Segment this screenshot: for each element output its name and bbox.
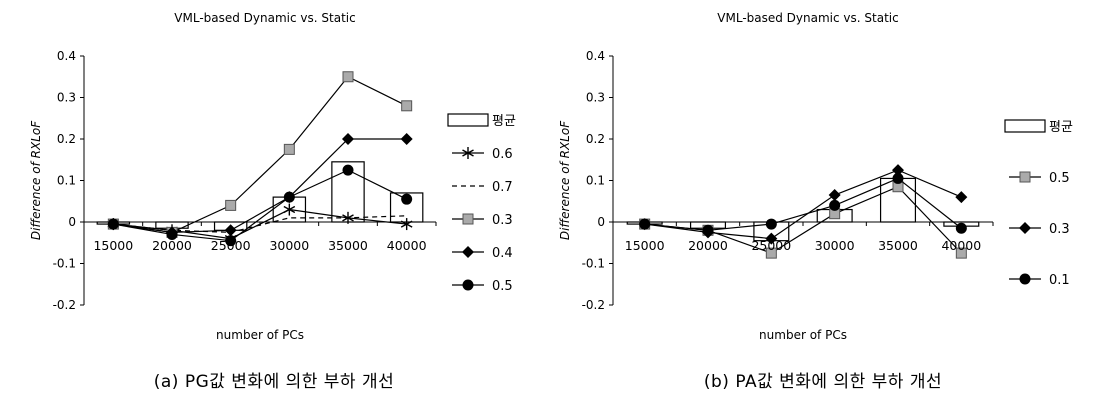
chart-a-data-point <box>342 133 354 145</box>
chart-b-y-tick-label: 0.3 <box>586 91 605 105</box>
chart-b-data-point <box>765 218 777 230</box>
chart-b-x-category-label: 25000 <box>751 238 791 253</box>
chart-a-data-point <box>401 193 413 205</box>
chart-b-y-tick-label: 0.1 <box>586 174 605 188</box>
chart-b-data-point <box>828 189 841 202</box>
chart-a-series-line <box>113 169 407 242</box>
chart-b-data-point <box>765 232 778 245</box>
chart-a-data-point <box>401 100 413 112</box>
chart-b-legend-label: 0.3 <box>1049 222 1070 237</box>
chart-b-series-line <box>644 169 962 240</box>
chart-a-x-category-label: 35000 <box>328 238 368 253</box>
chart-b-legend-marker <box>1019 273 1031 285</box>
chart-a-legend-marker <box>462 147 474 159</box>
chart-a-data-point <box>342 71 354 83</box>
chart-b-legend-label: 0.1 <box>1049 273 1070 288</box>
chart-a-data-point <box>283 143 295 155</box>
chart-b-data-point <box>892 172 904 184</box>
chart-b-data-point <box>702 224 714 236</box>
chart-a-x-category-label: 30000 <box>269 238 309 253</box>
caption-b: (b) PA값 변화에 의한 부하 개선 <box>703 372 943 392</box>
chart-b-data-point <box>765 247 777 259</box>
chart-b-x-category-label: 15000 <box>625 238 665 253</box>
chart-a-data-point <box>224 224 237 237</box>
chart-a-legend-marker <box>462 279 474 291</box>
chart-b-legend-marker <box>1019 171 1031 183</box>
chart-b-y-tick-label: 0.4 <box>586 49 605 63</box>
chart-b-data-point <box>955 222 967 234</box>
chart-b-data-point <box>639 218 651 230</box>
chart-a-series-line <box>113 215 407 233</box>
chart-a-legend-label: 평균 <box>492 114 516 129</box>
chart-a-y-tick-label: 0.1 <box>57 174 76 188</box>
chart-a-data-point <box>342 164 354 176</box>
chart-b-x-category-label: 30000 <box>815 238 855 253</box>
chart-a-legend-label: 0.3 <box>492 213 513 228</box>
chart-a-y-tick-label: 0.4 <box>57 49 76 63</box>
chart-b-legend-label: 0.5 <box>1049 171 1070 186</box>
chart-b-x-axis-label: number of PCs <box>759 328 847 342</box>
chart-b-data-point <box>955 191 968 204</box>
chart-a-legend-marker <box>462 213 474 225</box>
caption-a: (a) PG값 변화에 의한 부하 개선 <box>153 372 395 392</box>
chart-a-data-point <box>225 235 237 247</box>
chart-a-y-axis-label: Difference of RXLoF <box>29 120 43 240</box>
chart-a-data-point <box>225 199 237 211</box>
chart-a-legend-marker <box>462 246 474 258</box>
chart-b-legend-bar-swatch <box>1004 119 1046 133</box>
chart-a-y-tick-label: -0.1 <box>53 257 76 271</box>
chart-b-legend-marker <box>1019 222 1031 234</box>
chart-b-data-point <box>829 199 841 211</box>
chart-b-svg: VML-based Dynamic vs. Static 0.4 0.3 0.2 0.1… <box>558 11 1073 342</box>
chart-panel-a: VML-based Dynamic vs. Static 0.4 0.3 0.2 0.1… <box>0 0 548 397</box>
chart-a-legend-label: 0.4 <box>492 246 513 261</box>
chart-a-y-tick-label: 0.2 <box>57 132 76 146</box>
chart-b-y-tick-label: -0.2 <box>582 298 605 312</box>
chart-a-legend-label: 0.6 <box>492 147 513 162</box>
chart-a-data-point <box>400 218 413 231</box>
chart-a-title: VML-based Dynamic vs. Static <box>174 11 355 25</box>
chart-b-y-tick-label: 0 <box>597 215 605 229</box>
chart-a-y-tick-label: 0 <box>68 215 76 229</box>
chart-b-x-category-label: 20000 <box>688 238 728 253</box>
chart-b-title: VML-based Dynamic vs. Static <box>717 11 898 25</box>
chart-b-series-line <box>644 177 962 231</box>
chart-a-y-tick-label: -0.2 <box>53 298 76 312</box>
chart-a-data-point <box>166 228 178 240</box>
chart-a-x-axis-label: number of PCs <box>216 328 304 342</box>
chart-a-data-point <box>400 133 413 145</box>
chart-a-legend-label: 0.5 <box>492 279 513 294</box>
chart-b-x-category-label: 40000 <box>941 238 981 253</box>
chart-a-series-line <box>113 138 407 233</box>
chart-a-data-point <box>283 203 296 216</box>
chart-a-x-category-label: 15000 <box>93 238 133 253</box>
chart-b-data-point <box>955 247 967 259</box>
chart-b-x-category-label: 35000 <box>878 238 918 253</box>
chart-a-x-category-label: 25000 <box>211 238 251 253</box>
chart-a-x-category-label: 40000 <box>387 238 427 253</box>
chart-a-svg: VML-based Dynamic vs. Static 0.4 0.3 0.2 0.1… <box>29 11 516 342</box>
chart-a-x-category-label: 20000 <box>152 238 192 253</box>
chart-a-legend-bar-swatch <box>447 113 489 127</box>
chart-a-data-point <box>283 191 295 203</box>
chart-b-y-tick-label: -0.1 <box>582 257 605 271</box>
chart-panel-b: VML-based Dynamic vs. Static 0.4 0.3 0.2 0.1… <box>549 0 1097 397</box>
chart-b-data-point <box>892 164 904 177</box>
chart-b-y-tick-label: 0.2 <box>586 132 605 146</box>
chart-b-legend-label: 평균 <box>1049 120 1073 135</box>
chart-b-y-axis-label: Difference of RXLoF <box>558 120 572 240</box>
chart-a-legend-label: 0.7 <box>492 180 513 195</box>
chart-a-data-point <box>107 218 119 230</box>
chart-a-y-tick-label: 0.3 <box>57 91 76 105</box>
